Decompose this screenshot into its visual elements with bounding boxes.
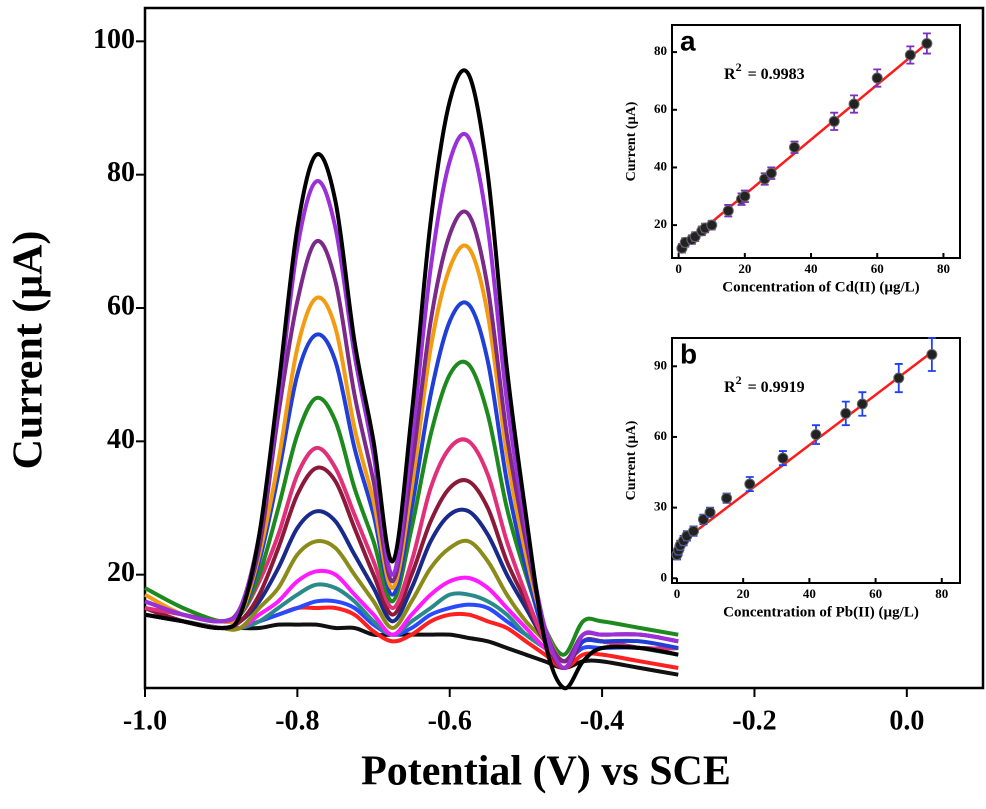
y-tick-label: 90: [654, 357, 667, 372]
x-tick-label: -0.4: [580, 705, 624, 736]
point: [704, 506, 716, 518]
y-tick-label: 20: [107, 557, 135, 588]
x-tick-label: -0.6: [428, 705, 472, 736]
point: [697, 513, 709, 525]
point: [926, 348, 938, 360]
point: [828, 115, 840, 127]
x-tick-label: 20: [738, 261, 751, 276]
y-axis-label: Current (μA): [6, 231, 52, 470]
annotation-base: R: [724, 379, 736, 396]
x-tick-label: 20: [737, 586, 750, 601]
annotation-base: R: [724, 66, 736, 83]
point: [706, 219, 718, 231]
y-tick-label: 40: [107, 424, 135, 455]
x-axis-label: Concentration of Cd(II) (µg/L): [722, 279, 919, 295]
panel-label: b: [680, 338, 697, 369]
point: [722, 205, 734, 217]
point: [848, 98, 860, 110]
y-tick-label: 20: [654, 216, 667, 231]
panel-label: a: [680, 25, 696, 56]
y-tick-label: 60: [654, 428, 667, 443]
y-tick-label: 60: [654, 101, 667, 116]
y-tick-label: 0: [661, 569, 668, 584]
point: [765, 167, 777, 179]
x-tick-label: 80: [937, 261, 950, 276]
y-tick-label: 80: [654, 43, 667, 58]
x-tick-label: 0: [675, 261, 682, 276]
point: [871, 72, 883, 84]
y-tick-label: 30: [654, 499, 667, 514]
x-tick-label: 0.0: [889, 705, 924, 736]
annotation: R2 = 0.9919: [724, 373, 805, 396]
x-tick-label: 0: [674, 586, 681, 601]
point: [777, 452, 789, 464]
point: [739, 190, 751, 202]
x-tick-label: 60: [871, 261, 884, 276]
y-tick-label: 60: [107, 290, 135, 321]
annotation-text: = 0.9919: [748, 379, 805, 396]
x-tick-label: -1.0: [123, 705, 167, 736]
x-tick-label: -0.8: [275, 705, 319, 736]
x-axis-label: Concentration of Pb(II) (µg/L): [723, 604, 919, 620]
x-tick-label: 80: [935, 586, 948, 601]
annotation-text: = 0.9983: [748, 66, 805, 83]
curve: [144, 68, 679, 691]
annotation-sup: 2: [736, 373, 742, 387]
y-axis-label: Current (µA): [624, 101, 639, 181]
point: [840, 407, 852, 419]
annotation: R2 = 0.9983: [724, 60, 805, 83]
x-tick-label: -0.2: [732, 705, 776, 736]
fit-line: [677, 39, 932, 251]
y-tick-label: 40: [654, 158, 667, 173]
x-tick-label: 60: [869, 586, 882, 601]
point: [856, 398, 868, 410]
y-axis-label: Current (µA): [624, 420, 639, 500]
point: [788, 141, 800, 153]
y-tick-label: 100: [93, 24, 135, 55]
inset-frame: [671, 337, 961, 584]
curve: [144, 359, 679, 657]
annotation-sup: 2: [736, 60, 742, 74]
x-axis-label: Potential (V) vs SCE: [361, 749, 731, 795]
x-tick-label: 40: [803, 586, 816, 601]
x-tick-label: 40: [805, 261, 818, 276]
point: [904, 49, 916, 61]
point: [688, 525, 700, 537]
fit-line: [679, 351, 933, 544]
point: [810, 429, 822, 441]
y-tick-label: 80: [107, 157, 135, 188]
point: [893, 372, 905, 384]
point: [744, 478, 756, 490]
point: [921, 37, 933, 49]
point: [721, 492, 733, 504]
